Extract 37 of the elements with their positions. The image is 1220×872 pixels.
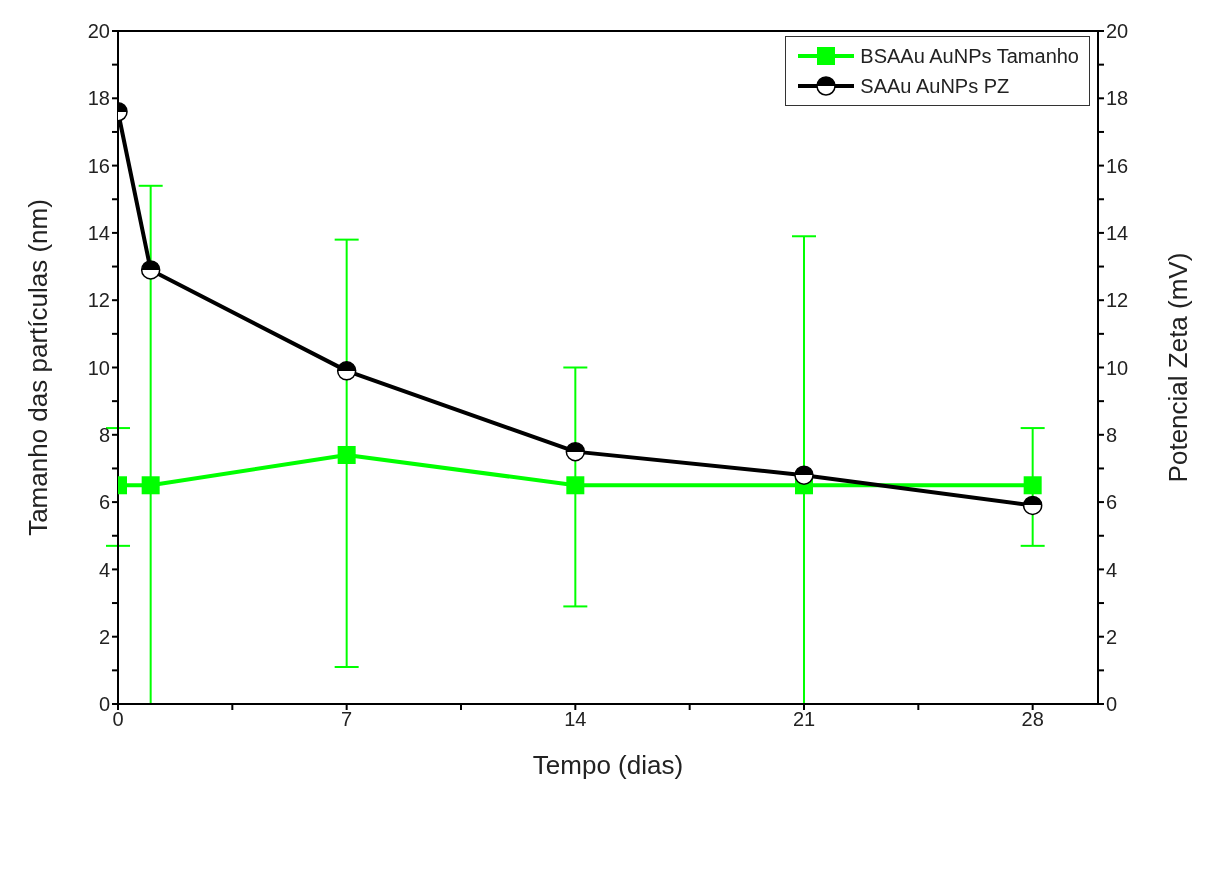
x-tick-label: 21 xyxy=(792,708,816,731)
x-tick-label: 28 xyxy=(1021,708,1044,731)
y2-tick-label: 2 xyxy=(1106,625,1118,648)
y2-tick-label: 0 xyxy=(1106,693,1118,716)
y2-tick-label: 16 xyxy=(1106,154,1129,177)
point xyxy=(336,361,357,381)
y2-tick-label: 20 xyxy=(1106,20,1129,43)
y-tick-label: 8 xyxy=(98,423,110,446)
y-tick-label: 14 xyxy=(87,222,110,244)
y2-tick-label: 6 xyxy=(1106,491,1118,514)
point xyxy=(794,465,814,485)
point xyxy=(565,441,586,462)
y2-tick-label: 18 xyxy=(1106,87,1129,110)
y-tick-label: 20 xyxy=(87,20,110,43)
y2-tick-label: 14 xyxy=(1106,222,1129,244)
y-tick-label: 16 xyxy=(87,154,110,177)
y2-tick-label: 12 xyxy=(1106,289,1129,312)
y-tick-label: 12 xyxy=(87,289,110,312)
x-axis-title: Tempo (dias) xyxy=(532,750,684,780)
y2-tick-label: 10 xyxy=(1106,356,1129,379)
y2-tick-label: 8 xyxy=(1106,423,1118,446)
point xyxy=(140,260,161,280)
y2-axis-title: Potencial Zeta (mV) xyxy=(1163,252,1194,483)
y-tick-label: 10 xyxy=(87,356,110,379)
y-tick-label: 0 xyxy=(98,693,110,716)
x-tick-label: 7 xyxy=(341,708,353,731)
legend-label: SAAu AuNPs PZ xyxy=(860,74,1010,98)
y2-tick-label: 4 xyxy=(1106,558,1118,581)
x-tick-label: 0 xyxy=(112,708,124,731)
y-tick-label: 6 xyxy=(98,491,110,514)
legend-label: BSAAu AuNPs Tamanho xyxy=(860,44,1079,68)
y-tick-label: 4 xyxy=(98,558,110,581)
y-tick-label: 2 xyxy=(98,625,110,648)
y-tick-label: 18 xyxy=(87,87,110,110)
x-tick-label: 14 xyxy=(564,708,587,731)
y-axis-title: Tamanho das partículas (nm) xyxy=(23,199,54,536)
point xyxy=(1022,495,1043,516)
